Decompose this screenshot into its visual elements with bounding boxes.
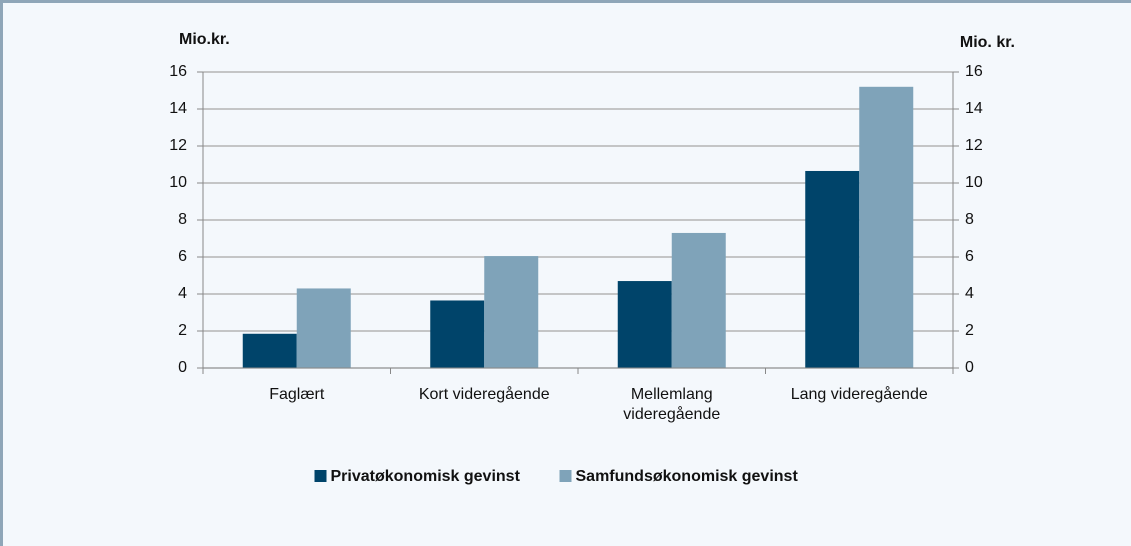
legend-label: Privatøkonomisk gevinst: [331, 468, 521, 485]
legend-label: Samfundsøkonomisk gevinst: [576, 468, 799, 485]
bar: [296, 288, 351, 368]
y-tick-label: 16: [169, 63, 187, 80]
y-axis-label: Mio.kr.: [179, 31, 230, 48]
y-tick-label: 8: [178, 211, 187, 228]
bar: [805, 170, 860, 368]
y2-tick-label: 4: [965, 285, 974, 302]
y2-tick-label: 0: [965, 359, 974, 376]
y2-tick-label: 16: [965, 63, 983, 80]
y2-tick-label: 10: [965, 174, 983, 191]
y-tick-label: 0: [178, 359, 187, 376]
bar: [430, 300, 485, 368]
y-tick-label: 12: [169, 137, 187, 154]
y2-tick-label: 6: [965, 248, 974, 265]
y2-tick-label: 8: [965, 211, 974, 228]
y-tick-label: 10: [169, 174, 187, 191]
y2-tick-label: 2: [965, 322, 974, 339]
x-tick-label: Lang videregående: [790, 386, 928, 403]
y-tick-label: 6: [178, 248, 187, 265]
y2-tick-label: 12: [965, 137, 983, 154]
x-tick-label: Kort videregående: [418, 386, 550, 403]
x-tick-label: Faglært: [269, 386, 325, 403]
chart: Mio.kr. Mio. kr. 0 2 4 6 8 10 12 14 16 0 2 4 6 8 10 12 1…: [169, 31, 1015, 485]
y-tick-label: 2: [178, 322, 187, 339]
y2-axis-label: Mio. kr.: [960, 34, 1015, 51]
y-tick-label: 4: [178, 285, 187, 302]
bar: [484, 256, 539, 368]
y2-tick-label: 14: [965, 100, 983, 117]
x-tick-label: Mellemlang videregående: [623, 386, 721, 423]
bar: [617, 281, 672, 368]
legend-swatch: [559, 470, 572, 482]
legend-swatch: [314, 470, 327, 482]
bar: [242, 333, 297, 368]
bar: [859, 86, 914, 369]
bar: [671, 232, 726, 368]
y-tick-label: 14: [169, 100, 187, 117]
